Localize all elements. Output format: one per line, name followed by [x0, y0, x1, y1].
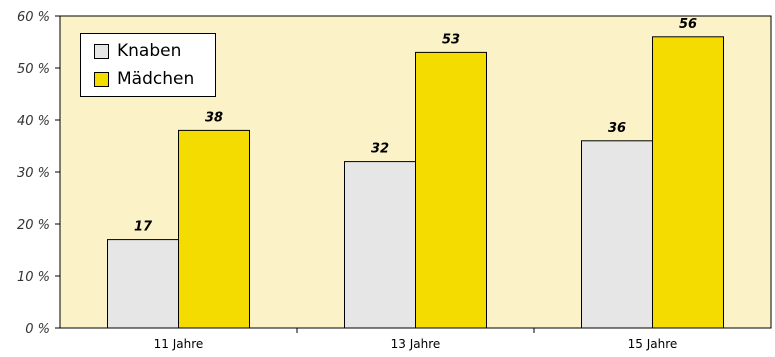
y-tick-label: 10 % [17, 270, 50, 285]
bar [344, 161, 416, 329]
bar [178, 129, 250, 329]
legend-swatch-knaben [94, 43, 109, 59]
y-tick-label: 20 % [17, 218, 50, 233]
legend-item-maedchen: Mädchen [94, 68, 194, 90]
bar [581, 140, 653, 329]
data-label: 32 [371, 142, 389, 157]
x-tick-label: 15 Jahre [628, 337, 678, 351]
data-label: 53 [442, 32, 460, 47]
y-tick-label: 60 % [17, 10, 50, 25]
legend: Knaben Mädchen [80, 33, 216, 97]
data-label: 38 [205, 110, 223, 125]
legend-item-knaben: Knaben [94, 40, 181, 62]
legend-label-knaben: Knaben [117, 41, 182, 61]
bar [107, 239, 179, 329]
data-label: 36 [608, 121, 626, 136]
legend-label-maedchen: Mädchen [117, 69, 195, 89]
data-label: 56 [679, 17, 697, 32]
data-label: 17 [134, 220, 153, 235]
bar [652, 36, 724, 329]
x-tick-label: 11 Jahre [154, 337, 204, 351]
x-tick-label: 13 Jahre [391, 337, 441, 351]
y-tick-label: 30 % [17, 166, 50, 181]
y-tick-label: 0 % [25, 322, 50, 337]
bar [415, 51, 487, 329]
y-tick-label: 40 % [17, 114, 50, 129]
legend-swatch-maedchen [94, 71, 109, 87]
y-tick-label: 50 % [17, 62, 50, 77]
